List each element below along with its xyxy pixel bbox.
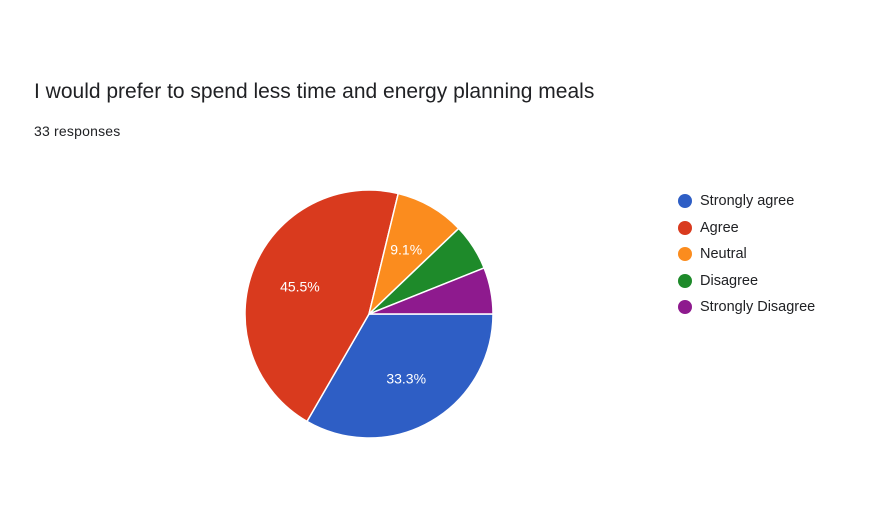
chart-title: I would prefer to spend less time and en… <box>34 80 595 103</box>
legend-swatch-strongly-agree <box>678 194 692 209</box>
legend-swatch-agree <box>678 220 692 235</box>
legend-label-strongly-agree: Strongly agree <box>700 193 795 210</box>
legend-item-disagree[interactable]: Disagree <box>678 268 815 295</box>
legend-item-agree[interactable]: Agree <box>678 215 815 242</box>
legend-item-neutral[interactable]: Neutral <box>678 241 815 268</box>
legend-item-strongly-agree[interactable]: Strongly agree <box>678 188 815 215</box>
legend-label-strongly-disagree: Strongly Disagree <box>700 299 816 316</box>
legend-label-disagree: Disagree <box>700 272 759 289</box>
pie-slice-strongly-disagree[interactable] <box>368 266 494 315</box>
pie-slice-strongly-agree[interactable] <box>305 313 494 439</box>
legend-item-strongly-disagree[interactable]: Strongly Disagree <box>678 294 815 321</box>
response-count: 33 responses <box>34 123 121 139</box>
legend-swatch-disagree <box>678 273 692 288</box>
slice-label-strongly-agree: 33.3% <box>386 370 426 386</box>
legend-label-neutral: Neutral <box>700 246 747 263</box>
pie-slice-agree[interactable] <box>244 189 400 423</box>
chart-legend: Strongly agree Agree Neutral Disagree Strong… <box>678 188 815 321</box>
slice-label-neutral: 9.1% <box>390 242 422 258</box>
legend-label-agree: Agree <box>700 219 739 236</box>
legend-swatch-neutral <box>678 247 692 262</box>
legend-swatch-strongly-disagree <box>678 300 692 315</box>
slice-label-agree: 45.5% <box>280 278 320 294</box>
